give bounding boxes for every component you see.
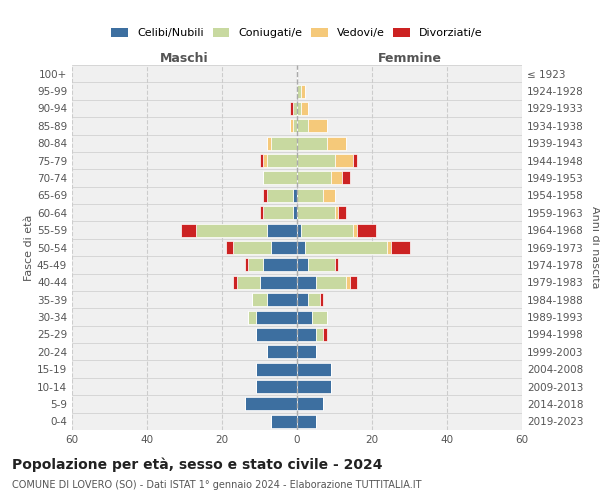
Bar <box>353 224 357 236</box>
Bar <box>335 154 353 167</box>
Bar <box>387 241 391 254</box>
Bar <box>256 328 297 341</box>
Bar <box>357 224 376 236</box>
Bar <box>316 328 323 341</box>
Bar <box>297 241 305 254</box>
Bar <box>271 136 297 149</box>
Legend: Celibi/Nubili, Coniugati/e, Vedovi/e, Divorziati/e: Celibi/Nubili, Coniugati/e, Vedovi/e, Di… <box>107 23 487 43</box>
Bar <box>290 120 293 132</box>
Bar <box>226 241 233 254</box>
Bar <box>260 276 297 289</box>
Bar <box>297 276 316 289</box>
Bar <box>353 154 357 167</box>
Bar <box>297 415 316 428</box>
Bar <box>233 276 237 289</box>
Bar <box>297 328 316 341</box>
Bar <box>290 102 293 115</box>
Bar <box>316 276 346 289</box>
Bar <box>297 362 331 376</box>
Bar <box>312 310 327 324</box>
Bar <box>293 102 297 115</box>
Bar <box>301 224 353 236</box>
Bar <box>308 258 335 272</box>
Bar <box>271 241 297 254</box>
Bar <box>301 102 308 115</box>
Bar <box>293 189 297 202</box>
Bar <box>342 172 349 184</box>
Bar <box>301 84 305 98</box>
Y-axis label: Anni di nascita: Anni di nascita <box>590 206 600 289</box>
Bar <box>297 102 301 115</box>
Bar <box>297 398 323 410</box>
Bar <box>293 120 297 132</box>
Bar <box>297 136 327 149</box>
Bar <box>181 224 196 236</box>
Bar <box>297 380 331 393</box>
Bar <box>327 136 346 149</box>
Y-axis label: Fasce di età: Fasce di età <box>24 214 34 280</box>
Bar <box>297 206 335 220</box>
Bar <box>323 189 335 202</box>
Bar <box>233 241 271 254</box>
Bar <box>297 346 316 358</box>
Bar <box>331 172 342 184</box>
Bar <box>349 276 357 289</box>
Bar <box>248 258 263 272</box>
Bar <box>256 362 297 376</box>
Bar <box>267 224 297 236</box>
Bar <box>267 293 297 306</box>
Bar <box>297 189 323 202</box>
Bar <box>267 154 297 167</box>
Bar <box>263 206 293 220</box>
Bar <box>323 328 327 341</box>
Bar <box>297 154 335 167</box>
Bar <box>196 224 267 236</box>
Bar <box>263 189 267 202</box>
Bar <box>245 398 297 410</box>
Bar <box>260 154 263 167</box>
Bar <box>237 276 260 289</box>
Bar <box>335 258 338 272</box>
Bar <box>297 172 331 184</box>
Bar <box>256 310 297 324</box>
Bar <box>297 120 308 132</box>
Text: COMUNE DI LOVERO (SO) - Dati ISTAT 1° gennaio 2024 - Elaborazione TUTTITALIA.IT: COMUNE DI LOVERO (SO) - Dati ISTAT 1° ge… <box>12 480 421 490</box>
Text: Femmine: Femmine <box>377 52 442 65</box>
Bar <box>267 189 293 202</box>
Bar <box>297 310 312 324</box>
Bar <box>297 224 301 236</box>
Bar <box>293 206 297 220</box>
Bar <box>245 258 248 272</box>
Bar <box>260 206 263 220</box>
Bar <box>297 293 308 306</box>
Bar <box>335 206 338 220</box>
Bar <box>263 154 267 167</box>
Bar <box>346 276 349 289</box>
Bar <box>297 84 301 98</box>
Bar <box>263 258 297 272</box>
Bar <box>320 293 323 306</box>
Bar <box>391 241 409 254</box>
Bar <box>263 172 297 184</box>
Bar <box>297 258 308 272</box>
Bar <box>267 346 297 358</box>
Bar <box>248 310 256 324</box>
Text: Popolazione per età, sesso e stato civile - 2024: Popolazione per età, sesso e stato civil… <box>12 458 383 472</box>
Bar <box>308 293 320 306</box>
Bar <box>271 415 297 428</box>
Bar <box>308 120 327 132</box>
Bar <box>338 206 346 220</box>
Bar <box>252 293 267 306</box>
Text: Maschi: Maschi <box>160 52 209 65</box>
Bar <box>256 380 297 393</box>
Bar <box>305 241 387 254</box>
Bar <box>267 136 271 149</box>
